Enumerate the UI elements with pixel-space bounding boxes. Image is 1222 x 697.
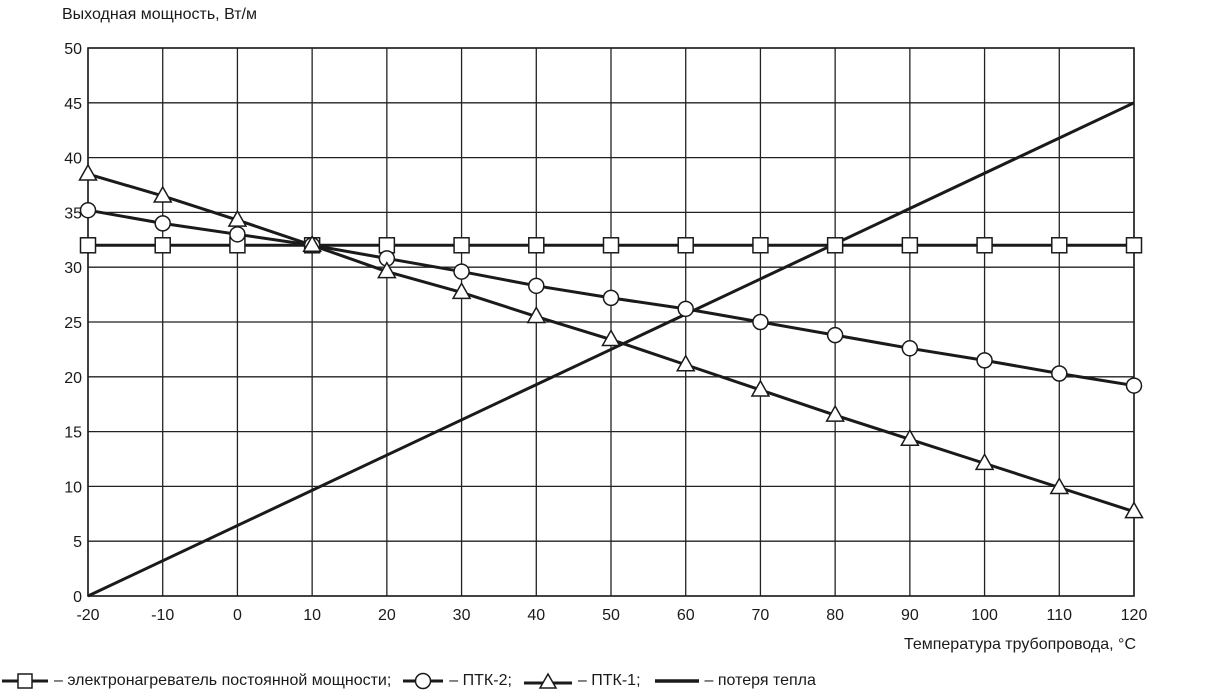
data-point-ptk1-7 (601, 329, 621, 347)
y-tick-label-0: 0 (73, 589, 82, 606)
y-tick-label-3: 15 (64, 425, 82, 442)
line-chart: -20 -10 0 10 20 30 40 50 60 70 80 90 100 110 120 0 5 10 15… (64, 41, 1147, 624)
legend: – электронагреватель постоянной мощности… (0, 668, 1222, 694)
data-point-constant-heater-5 (453, 237, 470, 254)
line-marker-icon (654, 679, 699, 683)
data-point-ptk1-9 (750, 379, 771, 397)
x-tick-label-3: 10 (303, 607, 321, 624)
data-point-constant-heater-1 (154, 237, 171, 254)
data-point-ptk2-5 (453, 263, 470, 280)
data-point-constant-heater-6 (528, 237, 545, 254)
x-tick-label-0: -20 (76, 607, 99, 624)
x-tick-label-1: -10 (151, 607, 174, 624)
y-tick-label-7: 35 (64, 205, 82, 222)
data-point-constant-heater-14 (1125, 237, 1143, 254)
y-tick-label-8: 40 (64, 151, 82, 168)
legend-label-ptk2: ПТК-2; (462, 672, 512, 689)
data-point-ptk2-0 (79, 201, 97, 219)
data-point-ptk1-13 (1049, 476, 1070, 495)
circle-marker-icon (403, 672, 444, 690)
x-tick-label-9: 70 (752, 607, 770, 624)
data-point-ptk2-11 (901, 340, 919, 357)
y-tick-label-4: 20 (64, 370, 82, 387)
grid-lines (87, 47, 1135, 597)
square-marker-icon (2, 673, 48, 689)
y-tick-label-2: 10 (64, 479, 82, 496)
legend-item-heat-loss: – потеря тепла (651, 671, 816, 691)
data-point-ptk2-9 (752, 313, 769, 331)
y-tick-label-1: 5 (73, 534, 82, 551)
data-point-constant-heater-8 (677, 237, 694, 254)
data-point-ptk1-12 (974, 452, 995, 471)
data-point-ptk1-2 (227, 209, 248, 227)
y-tick-label-9: 45 (64, 96, 82, 113)
data-point-ptk2-10 (826, 326, 844, 344)
x-tick-label-14: 120 (1121, 607, 1148, 624)
legend-item-ptk2: – ПТК-2; (401, 671, 512, 691)
legend-label-constant-heater: электронагреватель постоянной мощности; (67, 672, 392, 689)
data-point-ptk1-6 (526, 305, 547, 324)
data-point-constant-heater-7 (602, 237, 620, 254)
data-point-ptk2-14 (1125, 377, 1143, 394)
x-tick-label-6: 40 (527, 607, 545, 624)
data-point-ptk1-8 (675, 354, 696, 372)
data-point-ptk2-6 (528, 277, 545, 295)
data-point-constant-heater-11 (901, 237, 919, 254)
data-point-ptk1-5 (451, 281, 472, 300)
data-point-ptk1-4 (377, 261, 397, 279)
data-point-constant-heater-10 (826, 237, 844, 254)
y-tick-label-6: 30 (64, 260, 82, 277)
legend-item-ptk1: – ПТК-1; (522, 671, 641, 691)
data-point-constant-heater-13 (1051, 237, 1068, 254)
series-layer (78, 101, 1144, 598)
data-point-ptk2-13 (1051, 365, 1068, 382)
x-tick-label-13: 110 (1047, 607, 1073, 624)
x-tick-label-4: 20 (378, 607, 396, 624)
data-point-ptk2-12 (976, 352, 993, 369)
x-tick-label-7: 50 (602, 607, 620, 624)
data-point-ptk2-8 (677, 300, 694, 318)
data-point-constant-heater-0 (79, 237, 97, 254)
data-point-ptk1-11 (900, 428, 920, 447)
y-axis-title: Выходная мощность, Вт/м (62, 6, 257, 23)
data-point-ptk2-1 (154, 215, 171, 232)
x-axis-title: Температура трубопровода, °С (903, 636, 1136, 653)
x-tick-label-11: 90 (901, 607, 919, 624)
plot-frame (87, 47, 1135, 597)
data-point-constant-heater-12 (976, 237, 993, 254)
data-point-ptk1-0 (78, 163, 98, 181)
data-point-ptk1-3 (302, 234, 322, 253)
x-tick-label-8: 60 (677, 607, 695, 624)
x-tick-label-10: 80 (826, 607, 844, 624)
legend-label-heat-loss: потеря тепла (717, 672, 816, 689)
tick-labels: -20 -10 0 10 20 30 40 50 60 70 80 90 100 110 120 0 5 10 15… (64, 41, 1147, 624)
data-point-constant-heater-9 (752, 237, 769, 254)
y-tick-label-5: 25 (64, 315, 82, 332)
data-point-ptk2-7 (602, 289, 620, 307)
legend-label-ptk1: ПТК-1; (591, 672, 641, 689)
y-tick-label-10: 50 (64, 41, 82, 58)
data-point-ptk1-1 (152, 185, 173, 203)
x-tick-label-2: 0 (233, 607, 242, 624)
triangle-marker-icon (523, 672, 572, 689)
data-point-ptk2-2 (229, 226, 246, 243)
x-tick-label-5: 30 (453, 607, 471, 624)
data-point-ptk1-14 (1124, 501, 1144, 519)
series-line-heat-loss (87, 101, 1135, 598)
legend-item-constant-heater: – электронагреватель постоянной мощности… (0, 671, 391, 691)
data-point-ptk1-10 (825, 404, 845, 422)
x-tick-label-12: 100 (971, 607, 998, 624)
